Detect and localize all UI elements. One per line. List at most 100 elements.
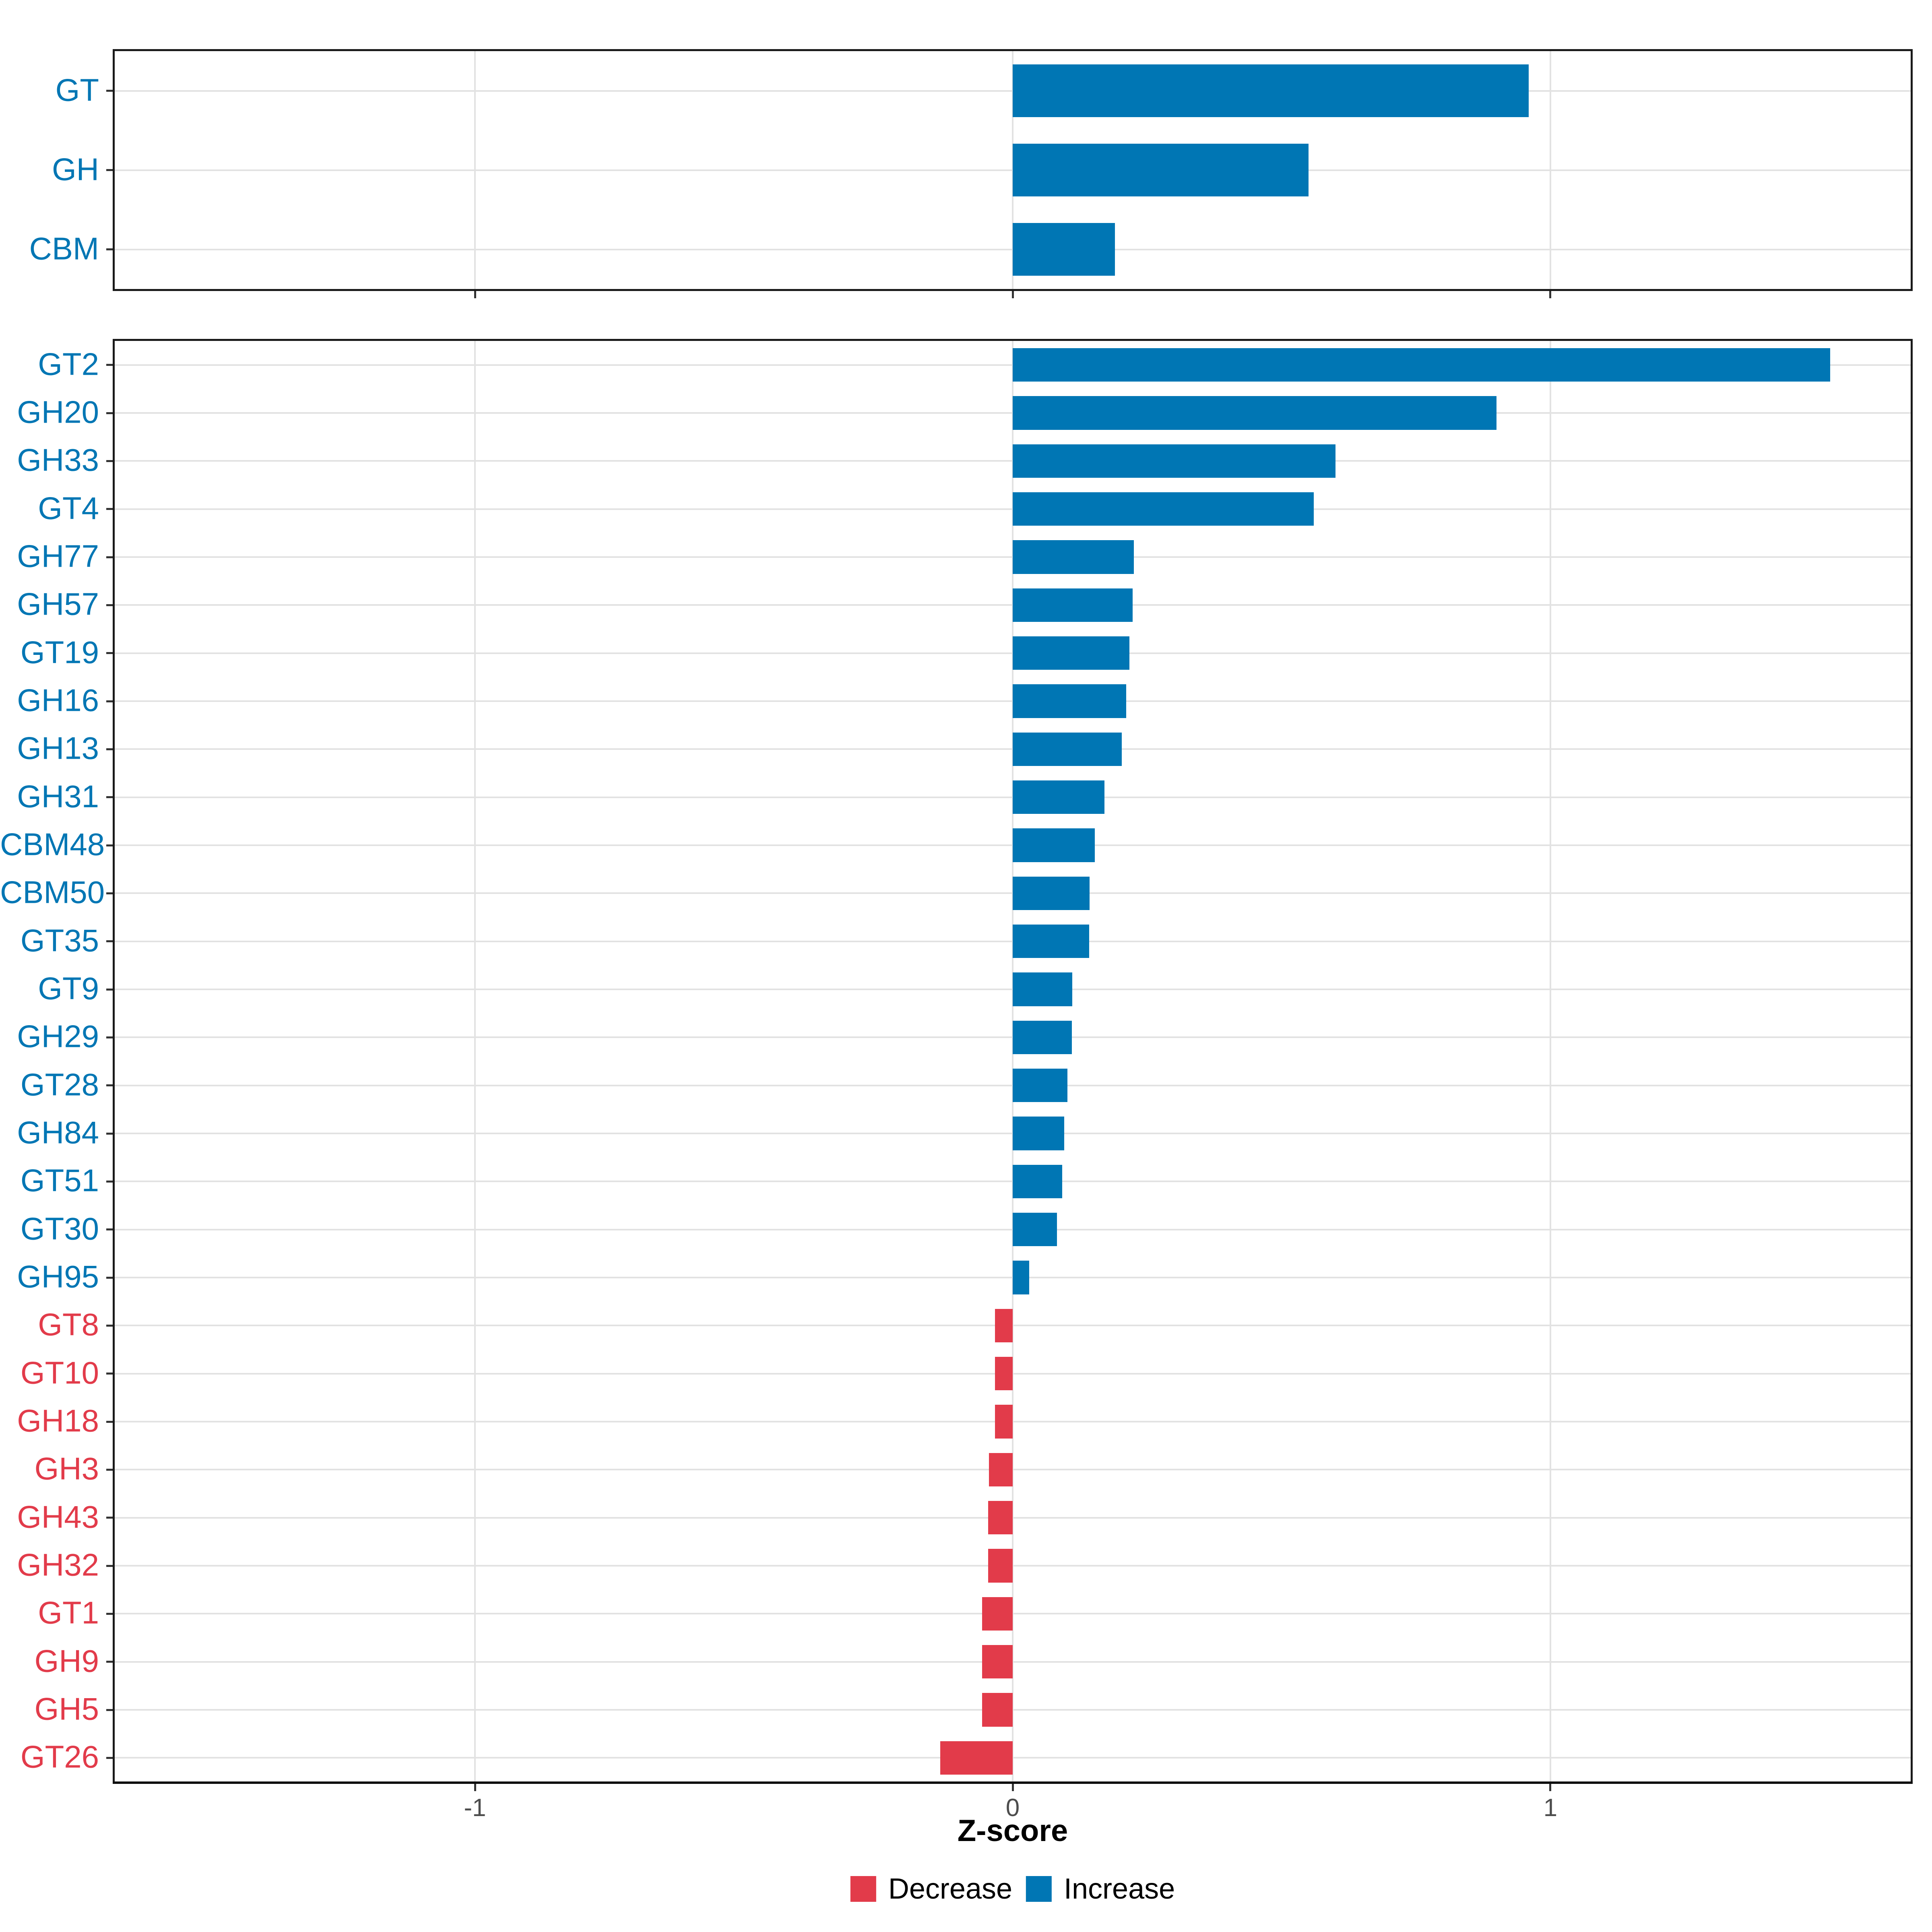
y-label-GT4: GT4 (38, 490, 99, 526)
x-tick-label-0: 0 (1005, 1794, 1020, 1822)
bar-GT28 (1013, 1068, 1068, 1102)
y-label-GH77: GH77 (17, 538, 99, 574)
bar-GH32 (988, 1549, 1013, 1583)
bar-GT2 (1013, 348, 1830, 382)
y-label-GH13: GH13 (17, 731, 99, 766)
y-label-GT9: GT9 (38, 970, 99, 1006)
y-label-GT35: GT35 (20, 923, 99, 958)
y-label-GH84: GH84 (17, 1115, 99, 1150)
bar-GH (1013, 143, 1309, 197)
bar-GT26 (940, 1741, 1013, 1775)
y-tick-GH33 (106, 460, 113, 462)
bar-GH16 (1013, 684, 1126, 718)
y-tick-CBM50 (106, 892, 113, 894)
gridline-row-GH9 (115, 1661, 1911, 1663)
y-tick-GT28 (106, 1084, 113, 1087)
y-label-GH95: GH95 (17, 1259, 99, 1294)
y-tick-GH29 (106, 1036, 113, 1038)
bar-GT4 (1013, 492, 1314, 526)
legend-item-increase: Increase (1026, 1872, 1175, 1905)
y-label-GH5: GH5 (34, 1691, 99, 1727)
y-label-GT51: GT51 (20, 1163, 99, 1199)
x-axis-line (113, 1781, 1913, 1784)
gridline-x-1 (1549, 341, 1551, 1782)
gridline-row-GH32 (115, 1565, 1911, 1567)
panel-class-summary (113, 49, 1913, 291)
y-tick-GH77 (106, 556, 113, 558)
bar-GH84 (1013, 1117, 1065, 1150)
gridline-x--1 (474, 341, 476, 1782)
y-label-GT: GT (55, 72, 99, 108)
y-tick-CBM (106, 248, 113, 250)
x-tick--1-top-panel (474, 291, 476, 298)
y-tick-GH84 (106, 1132, 113, 1135)
bar-GH57 (1013, 588, 1133, 622)
gridline-row-GT1 (115, 1613, 1911, 1615)
y-tick-GT (106, 90, 113, 92)
y-label-GH20: GH20 (17, 394, 99, 430)
gridline-row-GT10 (115, 1373, 1911, 1375)
bar-GH29 (1013, 1020, 1072, 1055)
gridline-row-GH5 (115, 1709, 1911, 1711)
legend-item-decrease: Decrease (850, 1872, 1012, 1905)
y-tick-GH9 (106, 1661, 113, 1663)
y-label-GH31: GH31 (17, 778, 99, 814)
y-label-GT10: GT10 (20, 1355, 99, 1391)
y-tick-CBM48 (106, 844, 113, 846)
y-label-GH33: GH33 (17, 442, 99, 478)
bar-GT (1013, 64, 1529, 118)
bar-GH95 (1013, 1261, 1030, 1294)
bar-CBM (1013, 223, 1115, 276)
y-label-GT1: GT1 (38, 1595, 99, 1631)
bar-CBM50 (1013, 876, 1090, 910)
x-tick-label--1: -1 (464, 1794, 486, 1822)
x-tick-0 (1011, 1784, 1014, 1791)
y-tick-GT19 (106, 652, 113, 654)
bar-GH13 (1013, 732, 1122, 766)
panel-family-detail (113, 339, 1913, 1784)
bar-GH3 (989, 1453, 1013, 1487)
y-label-GH43: GH43 (17, 1499, 99, 1535)
y-label-CBM: CBM (29, 231, 99, 266)
gridline-row-GH3 (115, 1469, 1911, 1471)
y-tick-GH43 (106, 1517, 113, 1519)
bar-GT9 (1013, 972, 1073, 1006)
bar-GH9 (982, 1645, 1013, 1679)
y-tick-GH16 (106, 700, 113, 702)
bar-GH77 (1013, 540, 1134, 574)
bar-CBM48 (1013, 828, 1095, 862)
y-tick-GT4 (106, 508, 113, 510)
x-tick-1-top-panel (1549, 291, 1552, 298)
bar-GH43 (988, 1501, 1013, 1535)
y-tick-GH20 (106, 412, 113, 414)
y-label-CBM50: CBM50 (0, 875, 105, 910)
legend-label-decrease: Decrease (888, 1873, 1012, 1905)
bar-GT35 (1013, 924, 1089, 958)
y-tick-GH57 (106, 604, 113, 606)
bar-GH20 (1013, 396, 1497, 430)
y-tick-GH31 (106, 796, 113, 799)
bar-GT19 (1013, 636, 1129, 670)
y-tick-GH18 (106, 1420, 113, 1423)
y-tick-GT10 (106, 1373, 113, 1375)
y-label-GT26: GT26 (20, 1739, 99, 1775)
y-tick-GH13 (106, 748, 113, 750)
y-label-GH3: GH3 (34, 1451, 99, 1487)
y-label-GH32: GH32 (17, 1547, 99, 1583)
bar-GH33 (1013, 444, 1335, 478)
y-tick-GH (106, 169, 113, 171)
y-label-GH: GH (52, 151, 99, 187)
bar-GH31 (1013, 780, 1105, 814)
y-label-CBM48: CBM48 (0, 826, 105, 862)
increase-color-swatch (1026, 1876, 1052, 1902)
y-tick-GH32 (106, 1565, 113, 1567)
bar-GH18 (995, 1405, 1013, 1439)
bar-GH5 (982, 1693, 1013, 1727)
gridline-row-GH18 (115, 1421, 1911, 1422)
y-label-GH18: GH18 (17, 1403, 99, 1439)
y-label-GT8: GT8 (38, 1307, 99, 1343)
x-tick-label-1: 1 (1543, 1794, 1558, 1822)
y-tick-GT35 (106, 940, 113, 943)
gridline-row-GT8 (115, 1325, 1911, 1327)
